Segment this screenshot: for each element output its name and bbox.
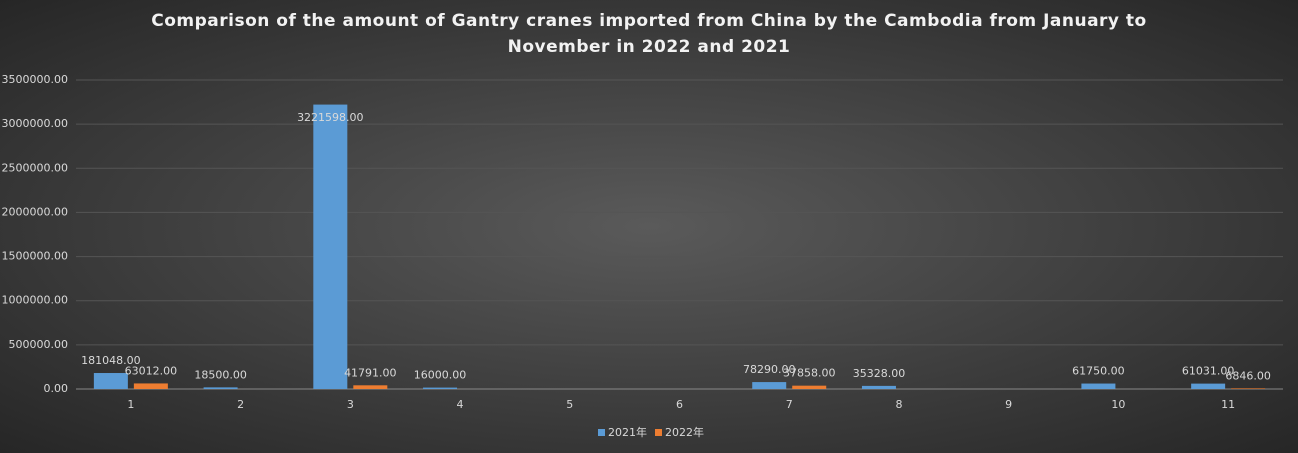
- data-label: 78290.00: [743, 363, 796, 376]
- bar: [353, 385, 388, 389]
- data-label: 63012.00: [125, 364, 178, 377]
- bar: [1191, 383, 1226, 389]
- x-tick-label: 7: [786, 398, 793, 411]
- legend-label: 2022年: [665, 425, 704, 439]
- data-label: 6846.00: [1225, 369, 1271, 382]
- x-tick-label: 1: [127, 398, 134, 411]
- data-label: 16000.00: [414, 369, 467, 382]
- x-tick-label: 10: [1111, 398, 1125, 411]
- bar: [313, 104, 348, 389]
- bar: [93, 373, 128, 389]
- bar: [203, 387, 238, 389]
- bar: [1231, 388, 1266, 389]
- bar: [861, 385, 896, 389]
- bar: [752, 382, 787, 389]
- data-label: 35328.00: [853, 367, 906, 380]
- x-tick-label: 5: [566, 398, 573, 411]
- y-tick-label: 2000000.00: [2, 205, 68, 218]
- bar: [1081, 383, 1116, 389]
- data-label: 3221598.00: [297, 111, 363, 124]
- x-tick-label: 11: [1221, 398, 1235, 411]
- y-tick-label: 3000000.00: [2, 117, 68, 130]
- data-label: 37858.00: [783, 367, 836, 380]
- y-tick-label: 1000000.00: [2, 294, 68, 307]
- legend-swatch: [655, 429, 662, 436]
- y-tick-label: 500000.00: [9, 338, 69, 351]
- y-tick-label: 3500000.00: [2, 73, 68, 86]
- x-tick-label: 4: [457, 398, 464, 411]
- legend-label: 2021年: [608, 425, 647, 439]
- bar: [792, 385, 827, 389]
- legend-swatch: [598, 429, 605, 436]
- data-label: 181048.00: [81, 354, 141, 367]
- x-tick-label: 9: [1005, 398, 1012, 411]
- x-tick-label: 2: [237, 398, 244, 411]
- bar: [423, 387, 458, 389]
- title-box: Comparison of the amount of Gantry crane…: [151, 11, 1147, 57]
- bar: [133, 383, 168, 389]
- x-tick-label: 6: [676, 398, 683, 411]
- x-tick-label: 8: [895, 398, 902, 411]
- y-tick-label: 2500000.00: [2, 161, 68, 174]
- x-tick-label: 3: [347, 398, 354, 411]
- data-label: 61750.00: [1072, 365, 1125, 378]
- y-tick-label: 0.00: [44, 382, 69, 395]
- data-label: 61031.00: [1182, 365, 1235, 378]
- chart-title: Comparison of the amount of Gantry crane…: [151, 11, 1147, 57]
- data-label: 18500.00: [194, 368, 247, 381]
- y-tick-label: 1500000.00: [2, 250, 68, 263]
- data-label: 41791.00: [344, 366, 397, 379]
